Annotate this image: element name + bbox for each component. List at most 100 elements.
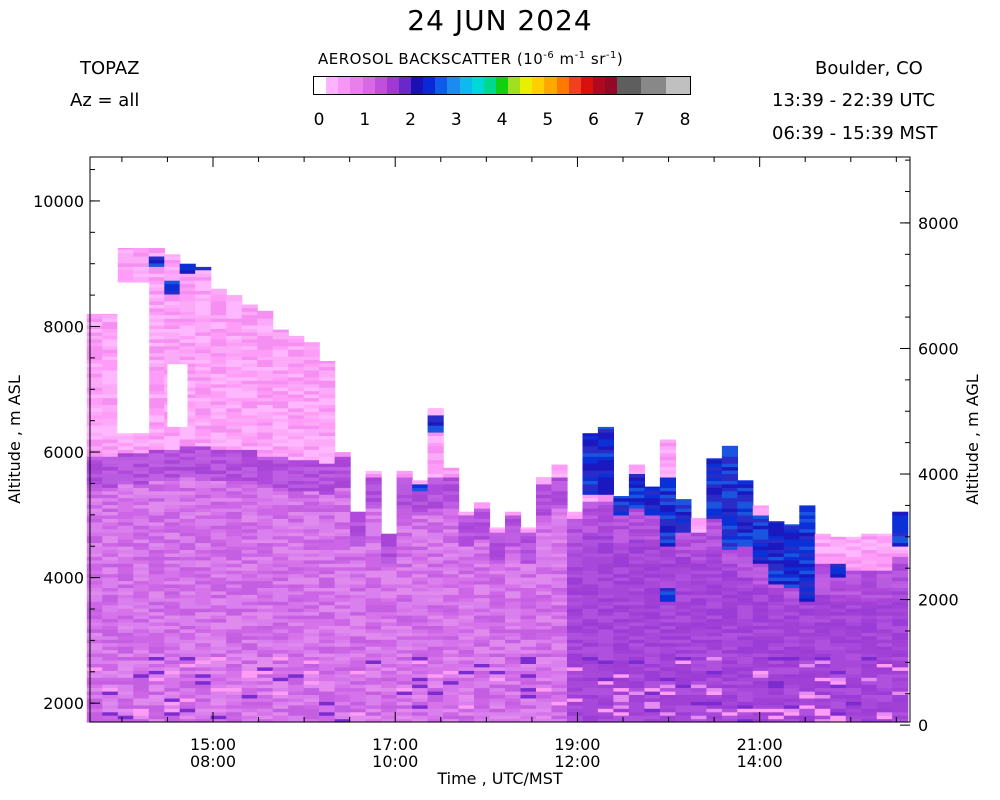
y-tick-label-left: 10000 bbox=[33, 192, 84, 211]
colorbar-swatch bbox=[665, 77, 678, 94]
colorbar-swatch bbox=[544, 77, 557, 94]
profile-column bbox=[303, 342, 320, 723]
colorbar-swatch bbox=[617, 77, 630, 94]
colorbar-swatch bbox=[483, 77, 496, 94]
x-tick-label-local: 12:00 bbox=[554, 752, 600, 771]
colorbar-tick-label: 3 bbox=[450, 110, 462, 130]
profile-column bbox=[737, 480, 754, 723]
x-tick-label-utc: 15:00 bbox=[190, 735, 236, 754]
colorbar-swatch bbox=[326, 77, 339, 94]
profile-column bbox=[226, 295, 243, 723]
profile-column bbox=[334, 452, 351, 723]
colorbar-swatch bbox=[374, 77, 387, 94]
x-tick-label-utc: 19:00 bbox=[554, 735, 600, 754]
colorbar-swatch bbox=[459, 77, 472, 94]
colorbar-swatch bbox=[495, 77, 508, 94]
profile-column bbox=[412, 480, 429, 723]
profile-column bbox=[876, 533, 893, 723]
colorbar-swatch bbox=[350, 77, 363, 94]
colorbar-swatch bbox=[568, 77, 581, 94]
instrument-label: TOPAZ bbox=[80, 58, 140, 79]
profile-column bbox=[551, 464, 568, 723]
colorbar-swatch bbox=[471, 77, 484, 94]
y-tick-label-left: 4000 bbox=[43, 569, 84, 588]
profile-column bbox=[861, 533, 878, 723]
profile-column bbox=[365, 470, 382, 723]
profile-column bbox=[350, 511, 367, 723]
profile-column bbox=[319, 361, 336, 723]
colorbar-swatch bbox=[338, 77, 351, 94]
x-axis-label: Time , UTC/MST bbox=[436, 769, 562, 788]
profile-column bbox=[458, 511, 475, 723]
colorbar-swatch bbox=[508, 77, 521, 94]
x-tick-label-utc: 17:00 bbox=[372, 735, 418, 754]
profile-column bbox=[830, 536, 847, 723]
y-tick-label-left: 8000 bbox=[43, 318, 84, 337]
profile-column bbox=[474, 502, 491, 723]
profile-column bbox=[814, 533, 831, 723]
profile-column bbox=[628, 464, 645, 723]
y-tick-label-left: 6000 bbox=[43, 443, 84, 462]
y-tick-label-right: 8000 bbox=[918, 214, 959, 233]
colorbar-ticks: 0 1 2 3 4 5 6 7 8 bbox=[313, 110, 691, 132]
x-tick-label-local: 10:00 bbox=[372, 752, 418, 771]
location-label: Boulder, CO bbox=[815, 58, 923, 79]
profile-column bbox=[783, 524, 800, 723]
plot-frame bbox=[89, 156, 911, 723]
data-gap bbox=[167, 364, 188, 427]
profile-column bbox=[396, 470, 413, 723]
profile-column bbox=[799, 505, 816, 723]
y-tick-label-right: 0 bbox=[918, 716, 928, 735]
x-tick-label-utc: 21:00 bbox=[737, 735, 783, 754]
colorbar-swatch bbox=[532, 77, 545, 94]
utc-time-range: 13:39 - 22:39 UTC bbox=[772, 90, 936, 111]
x-tick-label-local: 08:00 bbox=[190, 752, 236, 771]
colorbar-tick-label: 8 bbox=[679, 110, 691, 130]
profile-column bbox=[443, 467, 460, 723]
colorbar-swatch bbox=[641, 77, 654, 94]
profile-column bbox=[257, 310, 274, 723]
colorbar-swatch bbox=[386, 77, 399, 94]
profile-column bbox=[381, 533, 398, 723]
profile-column bbox=[427, 408, 444, 723]
profile-column bbox=[102, 313, 119, 723]
chart-title: 24 JUN 2024 bbox=[407, 4, 593, 37]
profile-column bbox=[288, 335, 305, 723]
colorbar-swatch bbox=[362, 77, 375, 94]
profile-column bbox=[241, 304, 258, 723]
colorbar-tick-label: 4 bbox=[496, 110, 508, 130]
y-tick-label-right: 6000 bbox=[918, 339, 959, 358]
colorbar-swatch bbox=[411, 77, 424, 94]
profile-column bbox=[675, 499, 692, 723]
profile-column bbox=[597, 426, 614, 723]
colorbar-swatch bbox=[592, 77, 605, 94]
profile-column bbox=[536, 477, 553, 723]
colorbar-swatch bbox=[629, 77, 642, 94]
profile-column bbox=[489, 527, 506, 723]
colorbar-swatch bbox=[605, 77, 618, 94]
colorbar-tick-label: 5 bbox=[542, 110, 554, 130]
colorbar bbox=[313, 76, 691, 95]
y-axis-label-right: Altitude , m AGL bbox=[963, 374, 982, 505]
profile-column bbox=[582, 433, 599, 723]
colorbar-swatch bbox=[447, 77, 460, 94]
colorbar-swatch bbox=[314, 77, 327, 94]
azimuth-label: Az = all bbox=[70, 90, 140, 111]
profile-column bbox=[613, 496, 630, 723]
y-axis-label-left: Altitude , m ASL bbox=[5, 375, 24, 504]
profile-column bbox=[195, 266, 212, 723]
y-tick-label-right: 2000 bbox=[918, 591, 959, 610]
profile-column bbox=[272, 329, 289, 723]
colorbar-tick-label: 7 bbox=[633, 110, 645, 130]
profile-column bbox=[505, 511, 522, 723]
profile-column bbox=[659, 439, 676, 723]
profile-column bbox=[845, 536, 862, 723]
profile-column bbox=[690, 518, 707, 723]
local-time-range: 06:39 - 15:39 MST bbox=[772, 123, 938, 144]
profile-column bbox=[706, 458, 723, 723]
y-tick-label-right: 4000 bbox=[918, 465, 959, 484]
profile-column bbox=[179, 263, 196, 723]
profile-column bbox=[567, 511, 584, 723]
profile-column bbox=[148, 248, 165, 723]
